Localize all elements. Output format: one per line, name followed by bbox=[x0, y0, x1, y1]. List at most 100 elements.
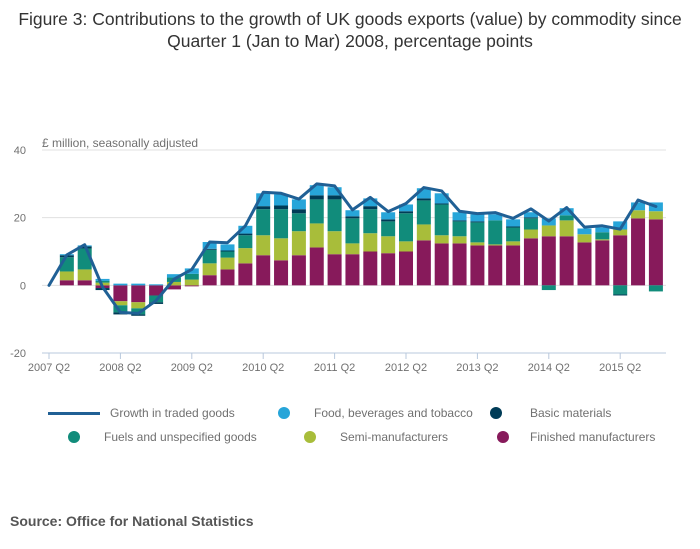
bar-segment-semi bbox=[220, 257, 235, 270]
basic-dot-icon bbox=[490, 407, 502, 419]
bar-segment-basic bbox=[506, 226, 521, 228]
bar-segment-fuels bbox=[541, 285, 556, 291]
legend-item-fuels[interactable]: Fuels and unspecified goods bbox=[68, 430, 257, 444]
legend-label: Basic materials bbox=[530, 406, 612, 420]
legend-item-growth[interactable]: Growth in traded goods bbox=[48, 406, 235, 420]
bar-segment-finished bbox=[470, 245, 485, 286]
bar-segment-food bbox=[345, 210, 360, 217]
y-tick-label: 40 bbox=[14, 145, 26, 157]
bar-stack bbox=[363, 198, 378, 286]
x-tick-label: 2009 Q2 bbox=[171, 362, 213, 374]
bar-segment-finished bbox=[220, 269, 235, 286]
bar-segment-fuels bbox=[452, 221, 467, 237]
bar-segment-finished bbox=[345, 254, 360, 286]
bar-segment-semi bbox=[77, 269, 92, 281]
bar-segment-semi bbox=[59, 271, 74, 281]
bar-segment-basic bbox=[309, 195, 324, 200]
legend-label: Fuels and unspecified goods bbox=[104, 430, 257, 444]
bar-segment-food bbox=[506, 219, 521, 227]
chart-title: Figure 3: Contributions to the growth of… bbox=[18, 9, 682, 51]
bar-segment-food bbox=[577, 228, 592, 235]
bar-segment-basic bbox=[345, 216, 360, 219]
bar-segment-fuels bbox=[506, 227, 521, 242]
bar-segment-finished bbox=[327, 254, 342, 286]
bar-segment-fuels bbox=[113, 305, 128, 313]
bar-segment-basic bbox=[399, 211, 413, 214]
bar-stack bbox=[256, 193, 271, 286]
bar-segment-finished bbox=[309, 247, 324, 286]
bar-stack bbox=[577, 228, 592, 286]
bar-segment-finished bbox=[113, 285, 128, 302]
bar-segment-fuels bbox=[434, 204, 449, 236]
bar-segment-semi bbox=[523, 229, 538, 239]
bar-segment-fuels bbox=[363, 209, 378, 234]
bar-segment-basic bbox=[291, 209, 306, 214]
bar-stack bbox=[309, 185, 324, 286]
bar-segment-food bbox=[291, 199, 306, 210]
bar-segment-basic bbox=[434, 203, 449, 205]
bar-segment-food bbox=[131, 283, 146, 286]
y-tick-label: 0 bbox=[20, 280, 26, 292]
bar-segment-food bbox=[113, 283, 128, 286]
bar-segment-finished bbox=[274, 260, 289, 286]
bar-segment-basic bbox=[149, 302, 164, 304]
bar-segment-semi bbox=[399, 241, 413, 252]
bar-segment-finished bbox=[291, 255, 306, 286]
bar-segment-food bbox=[220, 244, 235, 251]
legend-label: Food, beverages and tobacco bbox=[314, 406, 473, 420]
bar-segment-food bbox=[613, 221, 628, 230]
legend-item-food[interactable]: Food, beverages and tobacco bbox=[278, 406, 473, 420]
bar-stack bbox=[434, 193, 449, 286]
bar-segment-finished bbox=[541, 236, 556, 286]
bar-segment-fuels bbox=[238, 235, 253, 249]
bar-segment-finished bbox=[595, 240, 610, 286]
bar-stack bbox=[345, 210, 360, 286]
bar-segment-finished bbox=[363, 251, 378, 286]
bar-segment-finished bbox=[559, 236, 574, 286]
bar-segment-semi bbox=[577, 234, 592, 243]
legend-item-basic[interactable]: Basic materials bbox=[490, 406, 611, 420]
bar-segment-food bbox=[488, 214, 503, 221]
legend-item-semi[interactable]: Semi-manufacturers bbox=[304, 430, 448, 444]
bar-segment-finished bbox=[149, 285, 164, 296]
semi-dot-icon bbox=[304, 431, 316, 443]
bar-stack bbox=[77, 245, 92, 286]
bar-segment-food bbox=[274, 194, 289, 206]
legend-item-finished[interactable]: Finished manufacturers bbox=[497, 430, 655, 444]
bar-segment-semi bbox=[291, 231, 306, 256]
bar-segment-finished bbox=[166, 285, 181, 290]
bar-segment-basic bbox=[381, 219, 396, 222]
x-tick-label: 2015 Q2 bbox=[599, 362, 641, 374]
bar-segment-finished bbox=[77, 280, 92, 286]
bar-segment-food bbox=[470, 214, 485, 222]
bar-segment-semi bbox=[595, 239, 610, 241]
bar-segment-food bbox=[95, 278, 110, 281]
bar-segment-finished bbox=[488, 245, 503, 286]
bar-segment-semi bbox=[648, 211, 663, 220]
bar-segment-basic bbox=[613, 294, 628, 296]
bar-segment-food bbox=[399, 204, 413, 212]
bar-segment-food bbox=[363, 198, 378, 207]
bar-stack bbox=[506, 219, 521, 286]
bar-segment-semi bbox=[309, 223, 324, 248]
bar-segment-food bbox=[523, 212, 538, 218]
bar-segment-finished bbox=[381, 253, 396, 286]
y-tick-label: 20 bbox=[14, 213, 26, 225]
bar-segment-food bbox=[202, 242, 217, 249]
axes: -20 0 20 40 2007 Q2 2008 Q2 2009 Q2 2010 Q2 2011… bbox=[10, 145, 641, 374]
y-axis-unit-label: £ million, seasonally adjusted bbox=[42, 136, 198, 150]
bar-stack bbox=[648, 202, 663, 292]
bar-segment-semi bbox=[238, 248, 253, 264]
y-tick-label: -20 bbox=[10, 348, 26, 360]
bar-stack bbox=[381, 212, 396, 286]
bar-stack bbox=[470, 214, 485, 286]
growth-line-layer bbox=[47, 182, 658, 315]
bar-segment-finished bbox=[416, 240, 431, 286]
bar-stack bbox=[220, 244, 235, 286]
bar-segment-semi bbox=[488, 244, 503, 246]
x-tick-label: 2010 Q2 bbox=[242, 362, 284, 374]
bar-segment-semi bbox=[434, 235, 449, 244]
bar-stack bbox=[488, 214, 503, 286]
bar-segment-finished bbox=[577, 242, 592, 286]
bar-segment-basic bbox=[470, 221, 485, 223]
